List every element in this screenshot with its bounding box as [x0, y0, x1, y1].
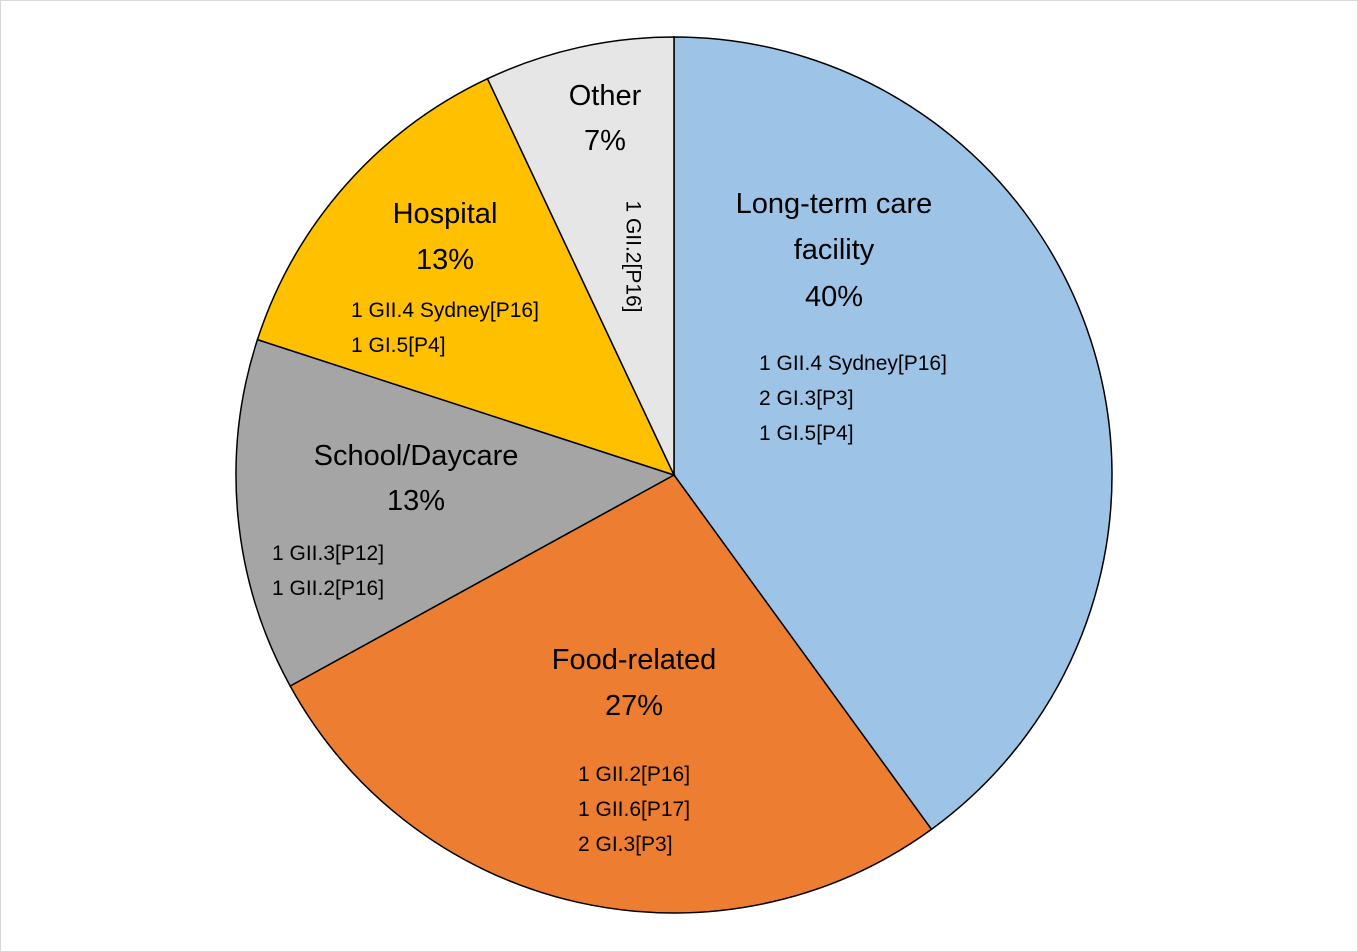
- slice-label: School/Daycare: [313, 440, 519, 472]
- strain-label: 1 GI.5[P4]: [351, 334, 446, 357]
- strain-label: 1 GI.5[P4]: [759, 422, 854, 445]
- slice-percent: 7%: [584, 125, 626, 157]
- strain-label: 1 GII.6[P17]: [578, 798, 691, 821]
- slice-percent: 13%: [386, 485, 446, 517]
- pie-slice: [256, 77, 676, 477]
- slice-label: Other: [568, 80, 642, 112]
- slice-percent: 40%: [804, 281, 864, 313]
- slice-label: Food-related: [551, 644, 717, 676]
- slice-percent: 27%: [604, 690, 664, 722]
- pie-slice: [673, 36, 1113, 831]
- strain-label: 1 GII.3[P12]: [272, 542, 385, 565]
- strain-label: 1 GII.2[P16]: [272, 577, 385, 600]
- pie-slice: [289, 474, 933, 914]
- strain-label: 2 GI.3[P3]: [578, 833, 673, 856]
- strain-label: 1 GII.2[P16]: [578, 763, 691, 786]
- strain-label: 2 GI.3[P3]: [759, 387, 854, 410]
- slice-percent: 13%: [415, 244, 475, 276]
- strain-label: 1 GII.4 Sydney[P16]: [759, 352, 947, 375]
- slice-label: Hospital: [392, 198, 498, 230]
- pie-slice: [235, 338, 676, 688]
- strain-label: 1 GII.4 Sydney[P16]: [351, 299, 539, 322]
- pie-slice: [486, 36, 675, 476]
- slice-label: Long-term care facility: [735, 188, 933, 266]
- strain-label: 1 GII.2[P16]: [621, 200, 645, 313]
